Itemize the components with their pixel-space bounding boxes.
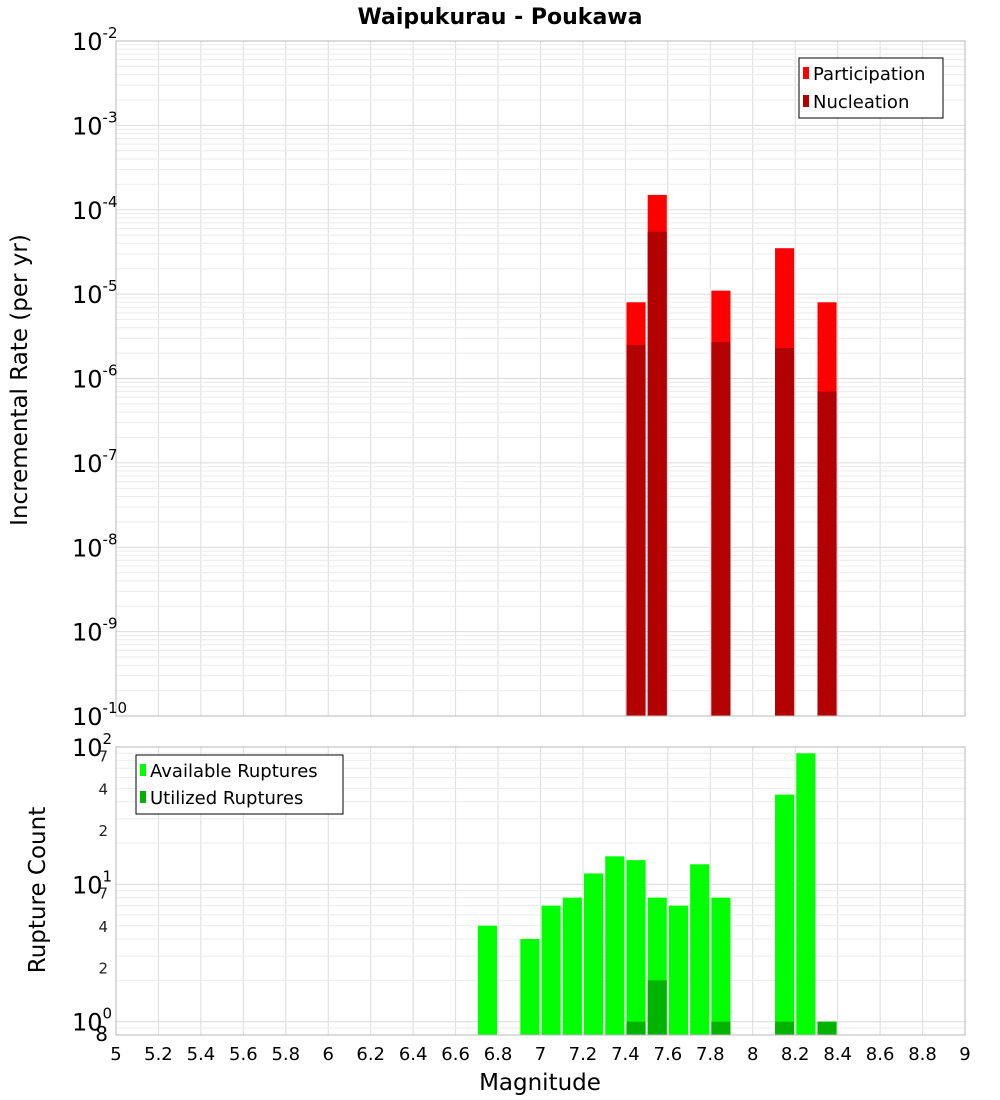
top-bar-nucleation — [775, 347, 795, 716]
bottom-y-minor-tick-label: 4 — [98, 918, 108, 936]
legend-swatch-utilized — [140, 791, 146, 803]
bottom-bar-available-ruptures — [775, 794, 795, 1035]
bottom-y-tick-label: 101 — [72, 867, 112, 899]
bottom-bar-available-ruptures — [796, 753, 816, 1035]
bottom-bar-utilized-ruptures — [817, 1021, 837, 1035]
bottom-y-tick-label: 100 — [72, 1005, 112, 1037]
top-y-tick-label: 10-9 — [72, 615, 118, 647]
bottom-y-tick-label: 102 — [72, 730, 112, 762]
x-tick-label: 8.6 — [866, 1044, 895, 1065]
x-tick-label: 6.6 — [441, 1044, 470, 1065]
x-tick-label: 6.4 — [399, 1044, 428, 1065]
bottom-y-minor-tick-label: 4 — [98, 781, 108, 799]
top-y-axis-title: Incremental Rate (per yr) — [7, 234, 33, 526]
x-tick-label: 7.2 — [569, 1044, 598, 1065]
bottom-plot-bars — [477, 753, 837, 1035]
bottom-bar-utilized-ruptures — [647, 980, 667, 1035]
top-plot-frame — [115, 40, 966, 717]
x-tick-label: 7 — [535, 1044, 546, 1065]
x-tick-label: 6.8 — [484, 1044, 513, 1065]
top-y-tick-label: 10-4 — [72, 193, 118, 225]
x-tick-label: 8.8 — [908, 1044, 937, 1065]
legend-swatch-available — [140, 764, 146, 776]
x-tick-label: 7.8 — [696, 1044, 725, 1065]
bottom-bar-available-ruptures — [541, 905, 561, 1035]
top-bar-nucleation — [817, 391, 837, 716]
top-legend: Participation Nucleation — [798, 57, 944, 119]
bottom-bar-available-ruptures — [477, 925, 497, 1035]
bottom-bar-available-ruptures — [584, 873, 604, 1035]
top-bar-nucleation — [711, 342, 731, 716]
chart-title: Waipukurau - Poukawa — [358, 5, 643, 30]
legend-swatch-nucleation — [803, 95, 809, 107]
legend-label-utilized: Utilized Ruptures — [150, 788, 303, 809]
bottom-bar-utilized-ruptures — [626, 1021, 646, 1035]
bottom-y-minor-tick-label: 7 — [98, 747, 108, 765]
bottom-y-minor-tick-label: 8 — [95, 1022, 108, 1046]
bottom-legend: Available Ruptures Utilized Ruptures — [135, 754, 344, 815]
bottom-bar-available-ruptures — [626, 860, 646, 1035]
top-plot-bars — [626, 194, 837, 717]
legend-label-nucleation: Nucleation — [813, 92, 909, 113]
bottom-bar-available-ruptures — [668, 905, 689, 1035]
top-y-tick-label: 10-10 — [72, 699, 127, 731]
x-tick-label: 5.4 — [187, 1044, 216, 1065]
x-tick-label: 6 — [323, 1044, 334, 1065]
top-y-tick-label: 10-5 — [72, 277, 118, 309]
top-bar-nucleation — [626, 344, 646, 716]
bottom-y-axis-title: Rupture Count — [25, 807, 51, 973]
top-y-tick-label: 10-6 — [72, 362, 118, 394]
top-y-tick-label: 10-2 — [72, 24, 118, 56]
x-tick-label: 7.6 — [654, 1044, 683, 1065]
x-tick-label: 5 — [110, 1044, 121, 1065]
x-tick-label: 5.6 — [229, 1044, 258, 1065]
bottom-plot-border — [115, 746, 966, 1036]
bottom-bar-available-ruptures — [520, 939, 540, 1035]
x-tick-label: 8.4 — [823, 1044, 852, 1065]
top-y-tick-label: 10-3 — [72, 108, 118, 140]
axis-ticks: 5 5.2 5.4 5.6 5.8 6 6.2 6.4 6.6 6.8 7 7.2 7.4 7.6 7.8 8… — [72, 24, 971, 1065]
bottom-y-minor-tick-label: 2 — [98, 959, 108, 977]
legend-label-available: Available Ruptures — [150, 761, 318, 782]
top-y-tick-label: 10-7 — [72, 446, 118, 478]
bottom-plot-frame — [115, 746, 966, 1036]
legend-swatch-participation — [803, 67, 809, 79]
top-plot-grid — [115, 40, 966, 717]
x-tick-label: 8.2 — [781, 1044, 810, 1065]
top-legend-box — [798, 57, 944, 119]
bottom-bar-available-ruptures — [690, 864, 710, 1035]
x-tick-label: 5.2 — [144, 1044, 173, 1065]
x-tick-label: 6.2 — [356, 1044, 385, 1065]
bottom-bar-available-ruptures — [562, 897, 582, 1035]
bottom-bar-available-ruptures — [711, 897, 731, 1035]
bottom-bar-utilized-ruptures — [711, 1021, 731, 1035]
bottom-y-minor-tick-label: 2 — [98, 822, 108, 840]
bottom-legend-box — [135, 754, 344, 815]
bottom-bar-utilized-ruptures — [775, 1021, 795, 1035]
x-axis-title: Magnitude — [479, 1070, 601, 1096]
bottom-y-minor-tick-label: 7 — [98, 885, 108, 903]
x-tick-label: 8 — [747, 1044, 758, 1065]
bottom-plot-grid — [115, 746, 966, 1036]
x-tick-label: 9 — [959, 1044, 970, 1065]
top-bar-nucleation — [647, 231, 667, 716]
x-tick-label: 5.8 — [271, 1044, 300, 1065]
x-tick-label: 7.4 — [611, 1044, 640, 1065]
legend-label-participation: Participation — [813, 64, 925, 85]
top-y-tick-label: 10-8 — [72, 530, 118, 562]
top-plot-border — [115, 40, 966, 717]
bottom-bar-available-ruptures — [605, 856, 625, 1035]
